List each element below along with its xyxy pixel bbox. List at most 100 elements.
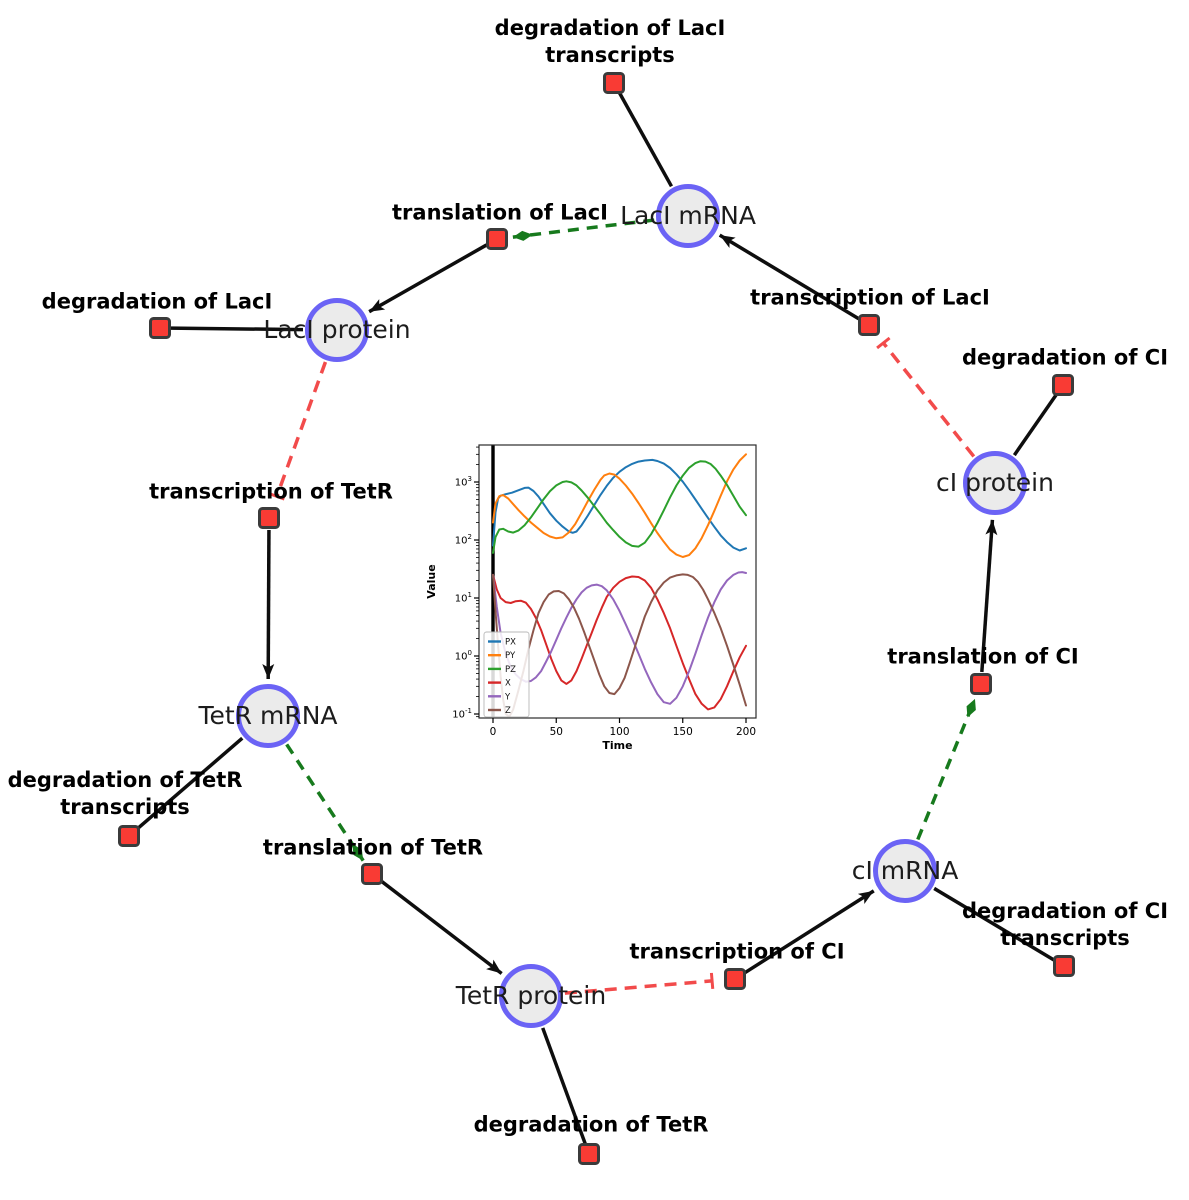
edge-consumption-laci_mrna-deg_laci_tx: [617, 91, 673, 188]
reaction-deg_tetr_tx-label-line: degradation of TetR: [7, 768, 243, 792]
reaction-node-deg_tetr[interactable]: [577, 1142, 600, 1165]
reaction-translation_ci-label: translation of CI: [887, 644, 1078, 671]
inset-chart: 10-1 100 101 102 103 0 50 100 150 200 Time Value PX P…: [421, 439, 769, 761]
reaction-deg_tetr_tx-label-line: transcripts: [60, 795, 190, 819]
species-node-ci_mrna[interactable]: [873, 839, 937, 903]
y-tick-label: 10-1: [452, 707, 472, 721]
legend-label-Y: Y: [504, 692, 511, 702]
edge-modifier-ci_mrna-translation_ci: [916, 698, 977, 841]
reaction-translation_tetr-label-line: translation of TetR: [262, 835, 484, 860]
reaction-translation_laci-label-line: translation of LacI: [392, 200, 608, 225]
reaction-node-deg_laci[interactable]: [148, 316, 171, 339]
edge-consumption-laci_protein-deg_laci: [170, 326, 304, 332]
reaction-deg_ci_tx-label: degradation of CI transcripts: [962, 898, 1168, 952]
reaction-deg_tetr_tx-label: degradation of TetR transcripts: [8, 767, 243, 821]
edge-inhibition-tetr_protein-transcription_ci: [564, 972, 715, 995]
reaction-deg_tetr-label-line: degradation of TetR: [473, 1112, 709, 1137]
reaction-translation_laci-label: translation of LacI: [392, 200, 608, 227]
species-tetr_protein-label-line: TetR protein: [455, 981, 607, 1010]
legend: PX PY PZ XYZ: [483, 631, 530, 718]
reaction-transcription_laci-label: transcription of LacI: [750, 285, 990, 312]
species-node-ci_protein[interactable]: [963, 451, 1027, 515]
species-ci_mrna-label: cI mRNA: [852, 857, 959, 885]
x-tick-label: 50: [550, 726, 563, 738]
x-tick-label: 0: [490, 726, 497, 738]
reaction-node-translation_laci[interactable]: [485, 227, 508, 250]
reaction-node-transcription_tetr[interactable]: [257, 506, 280, 529]
series-line-X: [492, 573, 747, 711]
species-ci_protein-label-line: cI protein: [936, 468, 1054, 497]
x-tick-label: 150: [673, 726, 693, 738]
reaction-deg_laci-label-line: degradation of LacI: [41, 289, 273, 314]
legend-label-PY: PY: [505, 651, 516, 661]
legend-label-X: X: [505, 679, 511, 689]
species-node-tetr_protein[interactable]: [499, 964, 563, 1028]
reaction-transcription_tetr-label-line: transcription of TetR: [149, 479, 393, 504]
y-axis-title: Value: [425, 564, 438, 598]
reaction-transcription_ci-label-line: transcription of CI: [629, 939, 845, 964]
x-axis-title: Time: [602, 739, 632, 752]
reaction-transcription_tetr-label: transcription of TetR: [149, 479, 393, 506]
reaction-translation_ci-label-line: translation of CI: [887, 644, 1079, 669]
edge-modifier-laci_mrna-translation_laci: [512, 218, 655, 241]
y-tick-label: 103: [455, 475, 472, 489]
legend-label-PZ: PZ: [505, 665, 516, 675]
edge-consumption-ci_protein-deg_ci: [1012, 393, 1059, 457]
species-ci_protein-label: cI protein: [936, 469, 1054, 497]
edge-modifier-tetr_mrna-translation_tetr: [285, 743, 365, 862]
edge-production-transcription_tetr-tetr_mrna: [262, 529, 275, 680]
edge-production-transcription_ci-ci_mrna: [744, 889, 875, 975]
edge-production-translation_laci-laci_protein: [368, 243, 488, 314]
reaction-transcription_ci-label: transcription of CI: [629, 939, 844, 966]
reaction-deg_ci_tx-label-line: transcripts: [1000, 926, 1130, 950]
axes-frame: [478, 444, 757, 719]
edge-production-translation_tetr-tetr_protein: [380, 879, 503, 975]
reaction-transcription_laci-label-line: transcription of LacI: [750, 285, 990, 310]
reaction-node-translation_tetr[interactable]: [360, 862, 383, 885]
y-tick-label: 100: [455, 649, 472, 663]
species-node-laci_mrna[interactable]: [656, 184, 720, 248]
edge-consumption-tetr_mrna-deg_tetr_tx: [136, 736, 244, 831]
reaction-node-transcription_ci[interactable]: [723, 967, 746, 990]
legend-label-PX: PX: [505, 638, 516, 648]
reaction-deg_laci_tx-label-line: degradation of LacI: [494, 16, 726, 40]
reaction-deg_laci-label: degradation of LacI: [42, 289, 273, 316]
edge-consumption-tetr_protein-deg_tetr: [541, 1027, 587, 1145]
reaction-deg_laci_tx-label: degradation of LacI transcripts: [495, 15, 726, 69]
reaction-node-translation_ci[interactable]: [969, 672, 992, 695]
reaction-deg_tetr-label: degradation of TetR: [474, 1112, 709, 1139]
reaction-node-deg_laci_tx[interactable]: [602, 71, 625, 94]
y-tick-label: 102: [455, 533, 472, 547]
species-node-laci_protein[interactable]: [305, 298, 369, 362]
species-laci_protein-label-line: LacI protein: [263, 315, 411, 344]
species-ci_mrna-label-line: cI mRNA: [851, 856, 959, 885]
reaction-node-deg_ci[interactable]: [1051, 373, 1074, 396]
species-tetr_mrna-label-line: TetR mRNA: [198, 701, 338, 730]
species-laci_mrna-label: LacI mRNA: [620, 202, 756, 230]
series-line-PY: [492, 453, 747, 558]
reaction-node-deg_ci_tx[interactable]: [1052, 954, 1075, 977]
series-line-PZ: [492, 460, 747, 554]
reaction-deg_ci-label-line: degradation of CI: [961, 345, 1169, 370]
edge-inhibition-laci_protein-transcription_tetr: [268, 361, 328, 501]
species-node-tetr_mrna[interactable]: [236, 684, 300, 748]
reaction-node-deg_tetr_tx[interactable]: [117, 824, 140, 847]
x-tick-label: 200: [736, 726, 756, 738]
series-line-PX: [492, 458, 747, 552]
species-tetr_protein-label: TetR protein: [456, 982, 606, 1010]
edge-inhibition-ci_protein-transcription_laci: [876, 336, 976, 458]
reaction-node-transcription_laci[interactable]: [857, 313, 880, 336]
reaction-deg_laci_tx-label-line: transcripts: [545, 43, 675, 67]
reaction-translation_tetr-label: translation of TetR: [263, 835, 483, 862]
edge-consumption-ci_mrna-deg_ci_tx: [933, 886, 1056, 962]
edge-production-transcription_laci-laci_mrna: [718, 233, 860, 321]
edge-production-translation_ci-ci_protein: [980, 519, 998, 673]
reaction-deg_ci-label: degradation of CI: [962, 345, 1168, 372]
reaction-deg_ci_tx-label-line: degradation of CI: [961, 899, 1169, 923]
species-laci_mrna-label-line: LacI mRNA: [620, 201, 756, 230]
species-laci_protein-label: LacI protein: [263, 316, 410, 344]
x-tick-label: 100: [609, 726, 629, 738]
y-tick-label: 101: [455, 591, 472, 605]
